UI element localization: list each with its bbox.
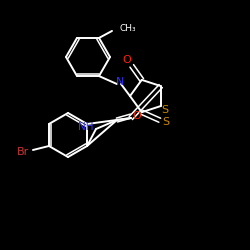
Text: S: S (161, 105, 168, 115)
Text: S: S (162, 117, 169, 127)
Text: NH: NH (78, 122, 94, 132)
Text: O: O (132, 111, 141, 121)
Text: CH₃: CH₃ (120, 24, 136, 34)
Text: N: N (116, 77, 124, 87)
Text: O: O (122, 55, 131, 65)
Text: Br: Br (17, 147, 29, 157)
